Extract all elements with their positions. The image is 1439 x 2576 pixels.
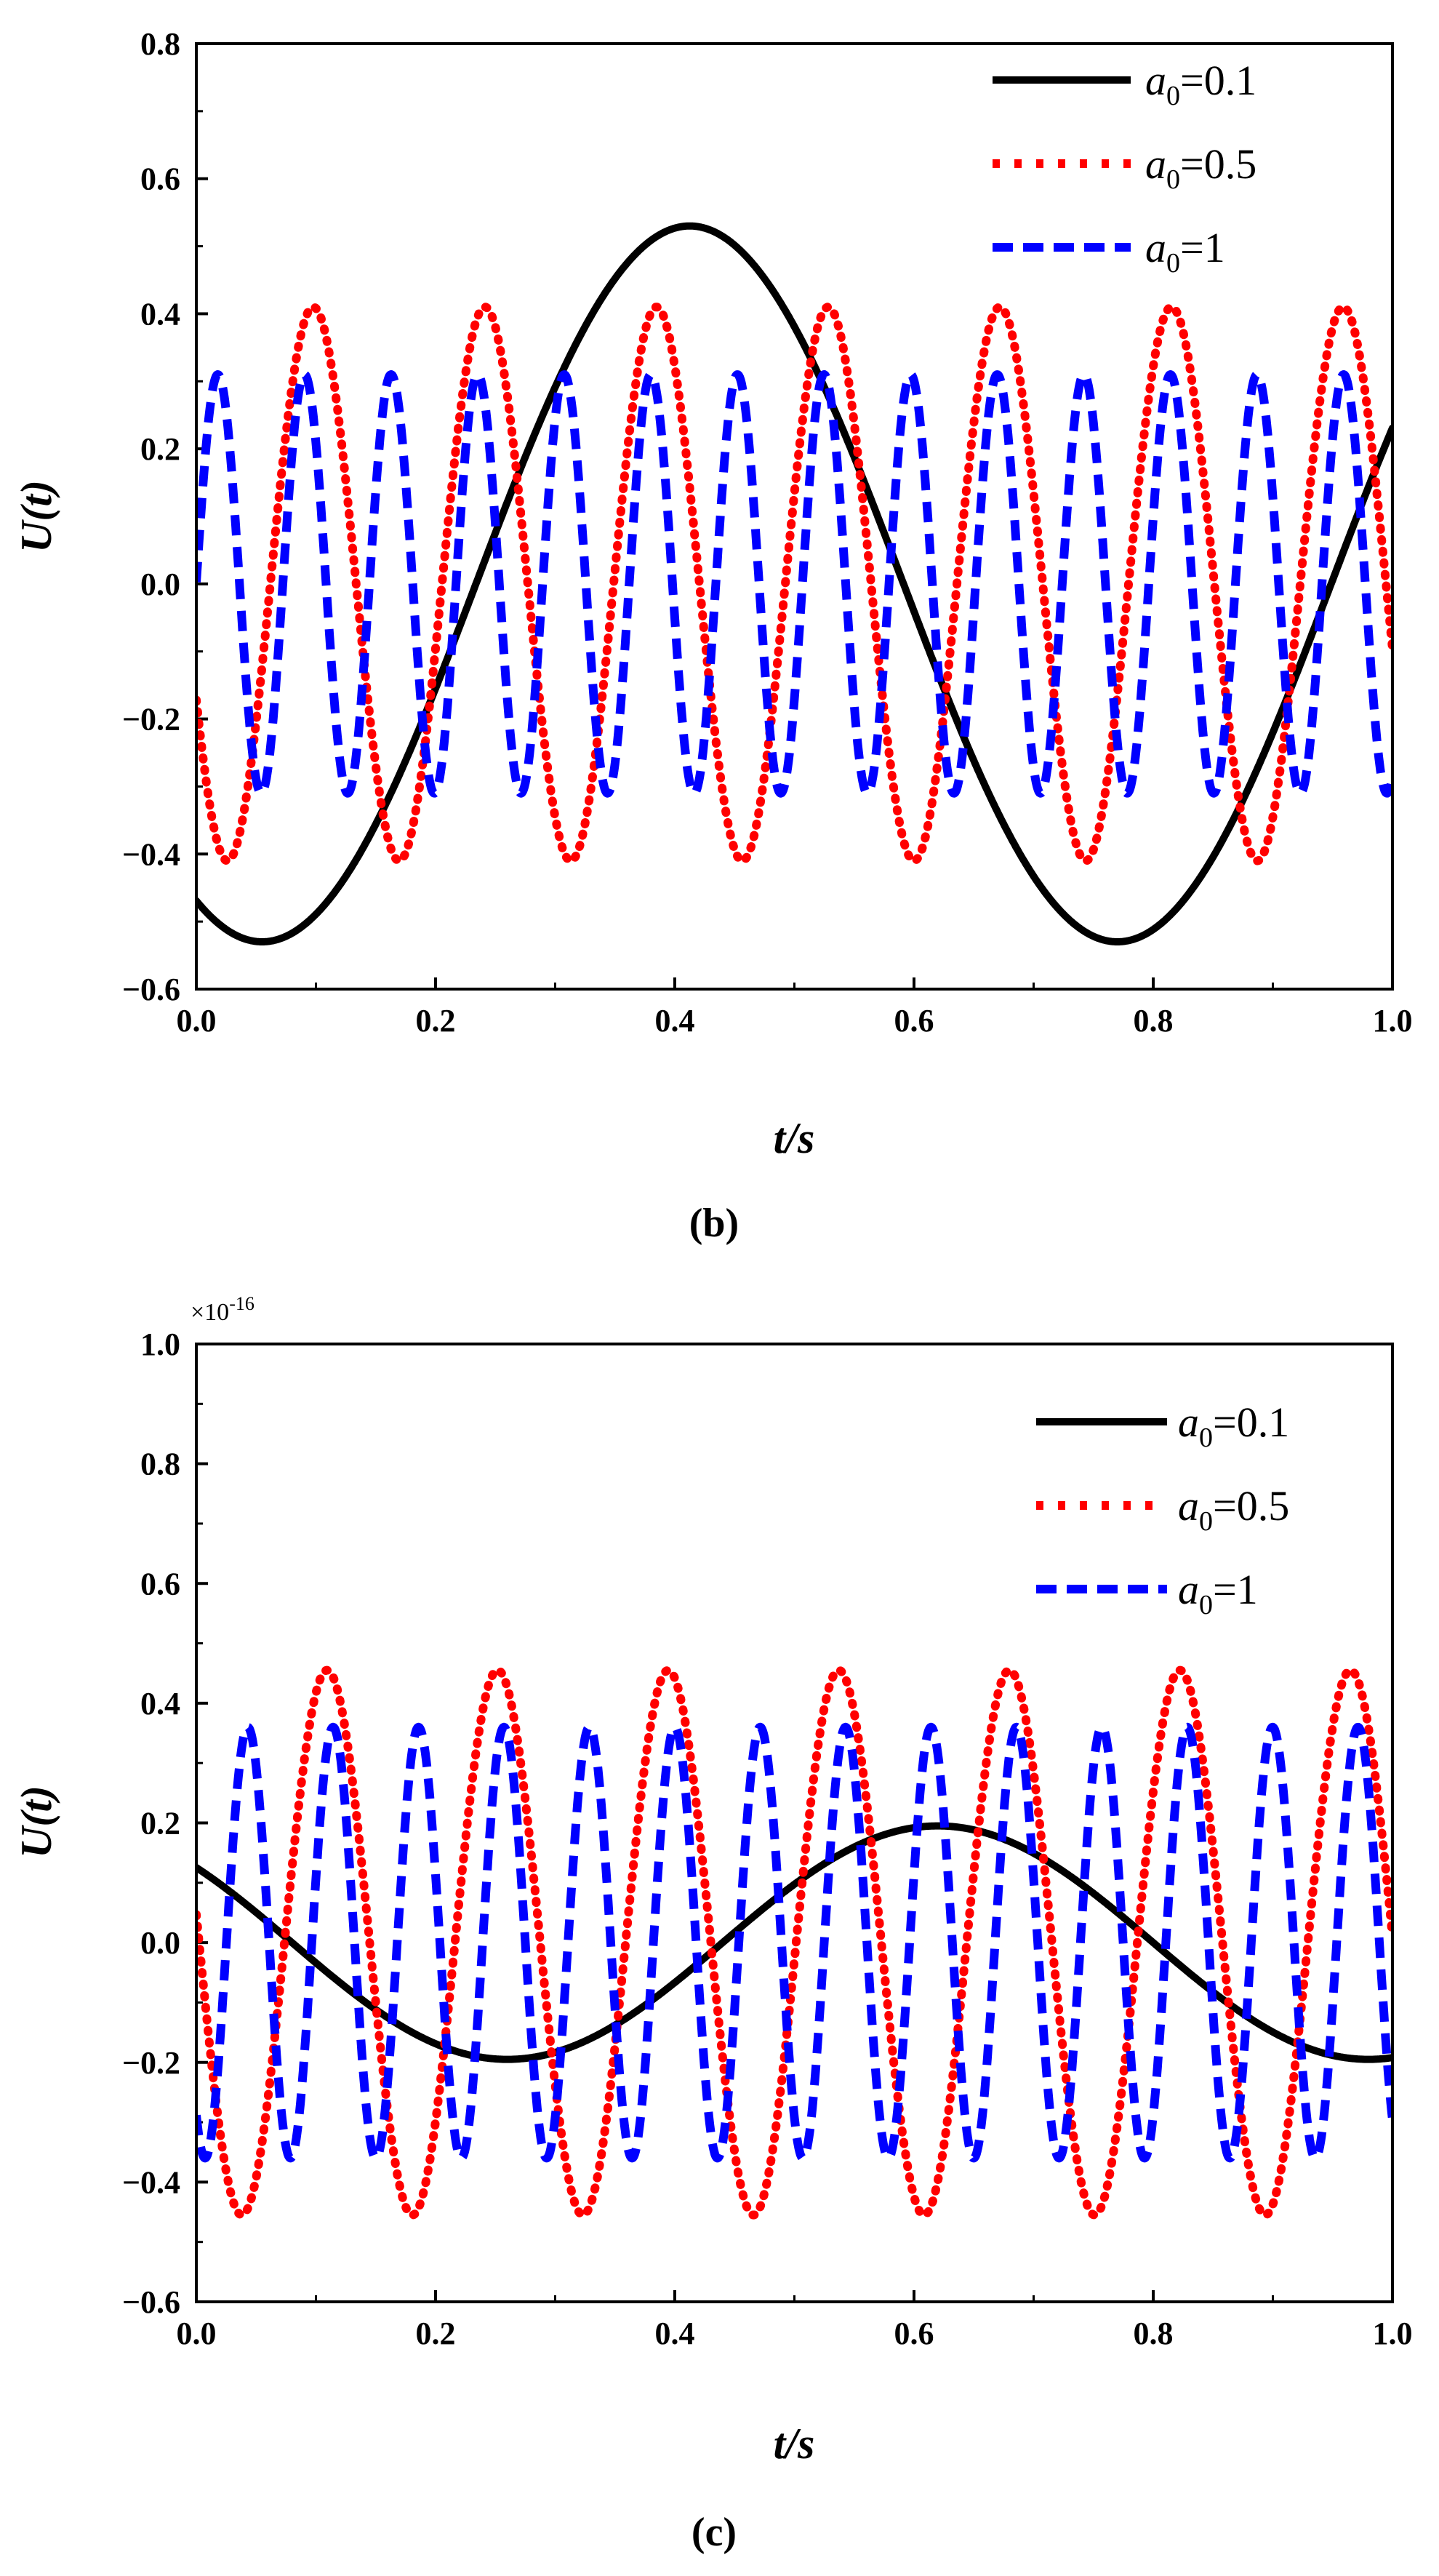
y-tick-label: −0.6 xyxy=(122,2284,180,2320)
y-axis-title: U(t) xyxy=(12,480,60,553)
plot-frame xyxy=(195,1343,1394,2303)
y-tick-labels: −0.6 −0.4 −0.2 0.0 0.2 0.4 0.6 0.8 1.0 xyxy=(122,1327,180,2320)
y-tick-label: 0.6 xyxy=(140,1566,180,1601)
legend-label: a0=0.5 xyxy=(1145,140,1256,195)
x-tick-label: 0.4 xyxy=(655,2316,695,2351)
x-tick-label: 0.0 xyxy=(177,2316,217,2351)
y-tick-label: 0.8 xyxy=(140,26,180,62)
x-tick-label: 0.6 xyxy=(894,2316,934,2351)
y-tick-label: 0.0 xyxy=(140,567,180,602)
x-tick-labels: 0.0 0.2 0.4 0.6 0.8 1.0 xyxy=(177,2316,1413,2351)
y-tick-label: 0.8 xyxy=(140,1447,180,1482)
axes-ticks xyxy=(195,1343,1394,2303)
legend-label: a0=0.1 xyxy=(1178,1399,1289,1453)
x-axis-title: t/s xyxy=(774,1114,815,1162)
chart-panel-c: ×10-16 0.0 0.2 0.4 0.6 0.8 1.0 −0.6 −0.4 −0.2 0.… xyxy=(12,1293,1413,2555)
legend-entry: a0=0.5 xyxy=(993,140,1256,195)
y-tick-label: 0.4 xyxy=(140,1686,180,1721)
legend-label: a0=1 xyxy=(1145,224,1225,279)
x-tick-label: 1.0 xyxy=(1373,1003,1413,1039)
series-line-a0=0.5 xyxy=(196,1665,1392,2220)
series-line-a0=0.1 xyxy=(196,222,1392,945)
y-multiplier: ×10-16 xyxy=(191,1293,254,1326)
x-tick-label: 0.2 xyxy=(416,1003,456,1039)
panel-label: (c) xyxy=(692,2510,737,2555)
legend: a0=0.1 a0=0.5 a0=1 xyxy=(993,57,1256,279)
x-tick-labels: 0.0 0.2 0.4 0.6 0.8 1.0 xyxy=(177,1003,1413,1039)
y-tick-labels: −0.6 −0.4 −0.2 0.0 0.2 0.4 0.6 0.8 xyxy=(122,26,180,1007)
x-tick-label: 0.0 xyxy=(177,1003,217,1039)
x-tick-label: 0.8 xyxy=(1134,1003,1174,1039)
y-tick-label: 1.0 xyxy=(140,1327,180,1362)
series-line-a0=1 xyxy=(196,1722,1392,2163)
y-axis-title: U(t) xyxy=(12,1785,60,1858)
legend-entry: a0=0.1 xyxy=(1036,1399,1289,1453)
legend: a0=0.1 a0=0.5 a0=1 xyxy=(1036,1399,1289,1620)
y-tick-label: −0.4 xyxy=(122,2164,180,2200)
x-tick-label: 0.6 xyxy=(894,1003,934,1039)
legend-entry: a0=0.1 xyxy=(993,57,1256,111)
x-axis-title: t/s xyxy=(774,2420,815,2468)
series-line-a0=1 xyxy=(196,370,1392,798)
y-tick-label: −0.6 xyxy=(122,972,180,1007)
y-tick-label: 0.2 xyxy=(140,1806,180,1841)
legend-label: a0=0.5 xyxy=(1178,1482,1289,1537)
y-tick-label: 0.6 xyxy=(140,161,180,197)
x-tick-label: 0.4 xyxy=(655,1003,695,1039)
series-layer xyxy=(196,222,1392,945)
legend-label: a0=0.1 xyxy=(1145,57,1256,111)
y-tick-label: 0.4 xyxy=(140,296,180,332)
y-tick-label: 0.0 xyxy=(140,1925,180,1961)
y-tick-label: 0.2 xyxy=(140,431,180,467)
series-line-a0=0.5 xyxy=(196,303,1392,865)
y-tick-label: −0.2 xyxy=(122,702,180,737)
x-tick-label: 0.8 xyxy=(1134,2316,1174,2351)
series-layer xyxy=(196,1665,1392,2220)
legend-entry: a0=1 xyxy=(1036,1566,1258,1620)
legend-label: a0=1 xyxy=(1178,1566,1258,1620)
y-tick-label: −0.2 xyxy=(122,2045,180,2081)
chart-panel-b: 0.0 0.2 0.4 0.6 0.8 1.0 −0.6 −0.4 −0.2 0.0 0.2 0.4… xyxy=(12,26,1413,1246)
legend-entry: a0=1 xyxy=(993,224,1225,279)
plot-frame xyxy=(195,42,1394,991)
panel-label: (b) xyxy=(689,1201,739,1246)
x-tick-label: 0.2 xyxy=(416,2316,456,2351)
x-tick-label: 1.0 xyxy=(1373,2316,1413,2351)
legend-entry: a0=0.5 xyxy=(1036,1482,1289,1537)
y-tick-label: −0.4 xyxy=(122,836,180,872)
